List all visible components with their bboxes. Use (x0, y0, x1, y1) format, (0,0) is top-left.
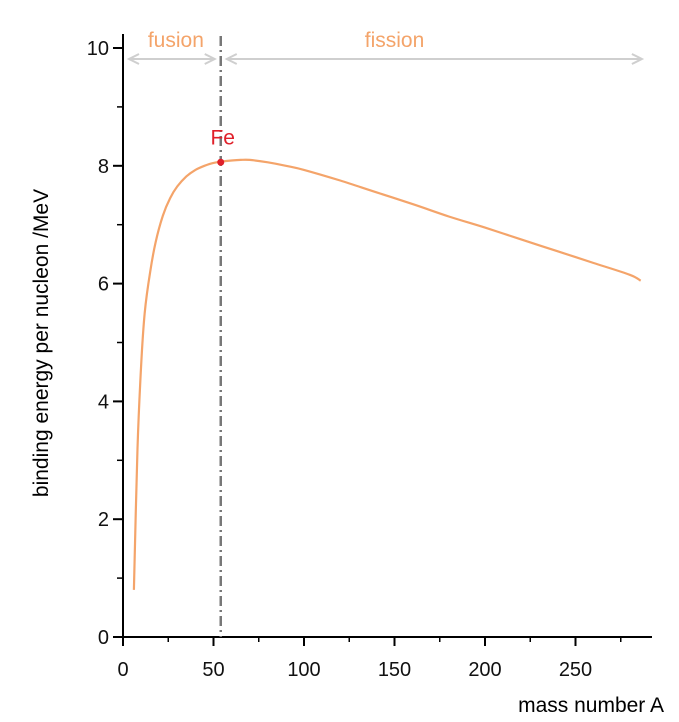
axes-layer (122, 34, 652, 638)
fe-label: Fe (210, 126, 235, 149)
y-tick-label: 4 (98, 391, 109, 413)
y-tick-label: 10 (87, 38, 109, 60)
y-tick-label: 6 (98, 274, 109, 296)
y-tick-label: 2 (98, 509, 109, 531)
y-tick-label: 8 (98, 156, 109, 178)
x-tick-label: 0 (117, 659, 128, 681)
region-arrowhead-fission (631, 53, 645, 65)
regions-layer: fusion fission (126, 29, 645, 65)
region-label-fission: fission (365, 29, 425, 52)
x-tick-label: 250 (559, 659, 592, 681)
y-tick-label: 0 (98, 627, 109, 649)
x-tick-label: 200 (468, 659, 501, 681)
fe-point (217, 158, 225, 166)
x-tick-label: 100 (287, 659, 320, 681)
region-arrowhead-inner-fusion (204, 53, 217, 65)
region-arrowhead-inner-fission (224, 53, 238, 65)
x-tick-label: 50 (202, 659, 224, 681)
x-axis-title: mass number A (518, 694, 664, 717)
x-tick-label: 150 (378, 659, 411, 681)
region-arrowhead-fusion (126, 53, 140, 65)
region-label-fusion: fusion (148, 29, 204, 52)
y-axis-title: binding energy per nucleon /MeV (30, 189, 53, 497)
series-line-binding-energy (132, 158, 642, 590)
